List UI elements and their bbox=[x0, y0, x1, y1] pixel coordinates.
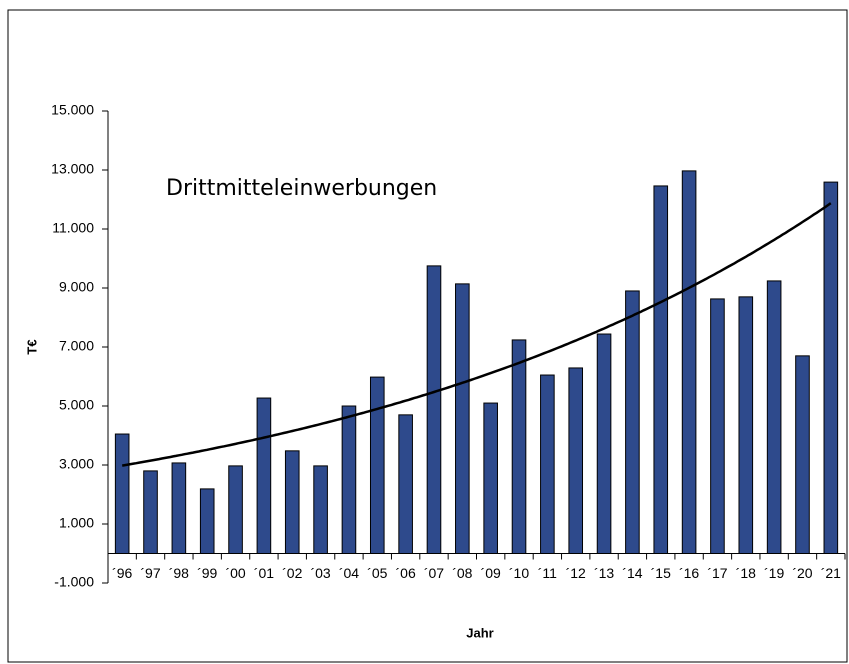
x-tick-label: ´21 bbox=[821, 565, 841, 581]
y-axis-title: T€ bbox=[24, 339, 39, 354]
bar bbox=[143, 470, 158, 554]
y-tick-label: 1.000 bbox=[59, 515, 94, 531]
bar bbox=[625, 290, 640, 554]
x-tick-label: ´96 bbox=[112, 565, 132, 581]
bar bbox=[596, 333, 612, 554]
y-tick-label: -1.000 bbox=[54, 574, 94, 590]
x-tick-label: ´08 bbox=[452, 565, 472, 581]
x-tick-label: ´99 bbox=[197, 565, 217, 581]
bar bbox=[681, 170, 697, 554]
x-tick-label: ´15 bbox=[651, 565, 671, 581]
bar bbox=[568, 367, 584, 554]
x-tick-label: ´13 bbox=[594, 565, 614, 581]
x-tick-label: ´07 bbox=[424, 565, 444, 581]
chart-title: Drittmitteleinwerbungen bbox=[166, 176, 437, 201]
x-tick-label: ´04 bbox=[339, 565, 359, 581]
bar bbox=[483, 402, 498, 554]
bar bbox=[199, 488, 215, 554]
trendline bbox=[121, 202, 832, 467]
x-tick-label: ´09 bbox=[481, 565, 501, 581]
bar bbox=[540, 374, 555, 554]
x-tick-label: ´06 bbox=[396, 565, 416, 581]
chart-frame bbox=[7, 9, 848, 663]
x-tick-label: ´98 bbox=[169, 565, 189, 581]
x-tick-label: ´18 bbox=[736, 565, 756, 581]
y-tick-label: 13.000 bbox=[51, 161, 94, 177]
bar bbox=[256, 397, 272, 554]
x-tick-label: ´03 bbox=[310, 565, 330, 581]
x-tick-label: ´10 bbox=[509, 565, 529, 581]
x-tick-label: ´11 bbox=[538, 565, 557, 581]
bar bbox=[766, 280, 782, 554]
y-tick-label: 11.000 bbox=[52, 220, 94, 236]
x-tick-label: ´02 bbox=[282, 565, 302, 581]
y-tick-label: 9.000 bbox=[59, 279, 94, 295]
bar bbox=[823, 181, 839, 554]
y-tick-label: 3.000 bbox=[59, 456, 94, 472]
y-tick-label: 5.000 bbox=[59, 397, 94, 413]
y-tick-label: 15.000 bbox=[51, 102, 94, 118]
x-tick-label: ´01 bbox=[254, 565, 274, 581]
x-tick-label: ´97 bbox=[140, 565, 160, 581]
y-tick-label: 7.000 bbox=[59, 338, 94, 354]
bar bbox=[511, 339, 527, 555]
bar bbox=[369, 376, 385, 554]
bar bbox=[284, 450, 300, 554]
bar bbox=[426, 265, 442, 554]
x-tick-label: ´14 bbox=[622, 565, 642, 581]
x-tick-label: ´16 bbox=[679, 565, 699, 581]
x-tick-label: ´20 bbox=[792, 565, 812, 581]
bar bbox=[653, 185, 669, 554]
x-axis-title: Jahr bbox=[466, 625, 493, 640]
x-tick-label: ´12 bbox=[566, 565, 586, 581]
bar bbox=[114, 433, 130, 554]
bar bbox=[313, 465, 328, 555]
bar bbox=[795, 355, 810, 554]
bar bbox=[341, 405, 357, 554]
bar bbox=[738, 296, 754, 554]
x-tick-label: ´05 bbox=[367, 565, 387, 581]
x-tick-label: ´19 bbox=[764, 565, 784, 581]
bar bbox=[398, 414, 413, 554]
x-tick-label: ´00 bbox=[225, 565, 245, 581]
bar bbox=[710, 298, 725, 555]
bar bbox=[455, 283, 470, 554]
bar bbox=[171, 462, 187, 554]
x-tick-label: ´17 bbox=[707, 565, 727, 581]
bar bbox=[228, 465, 243, 555]
